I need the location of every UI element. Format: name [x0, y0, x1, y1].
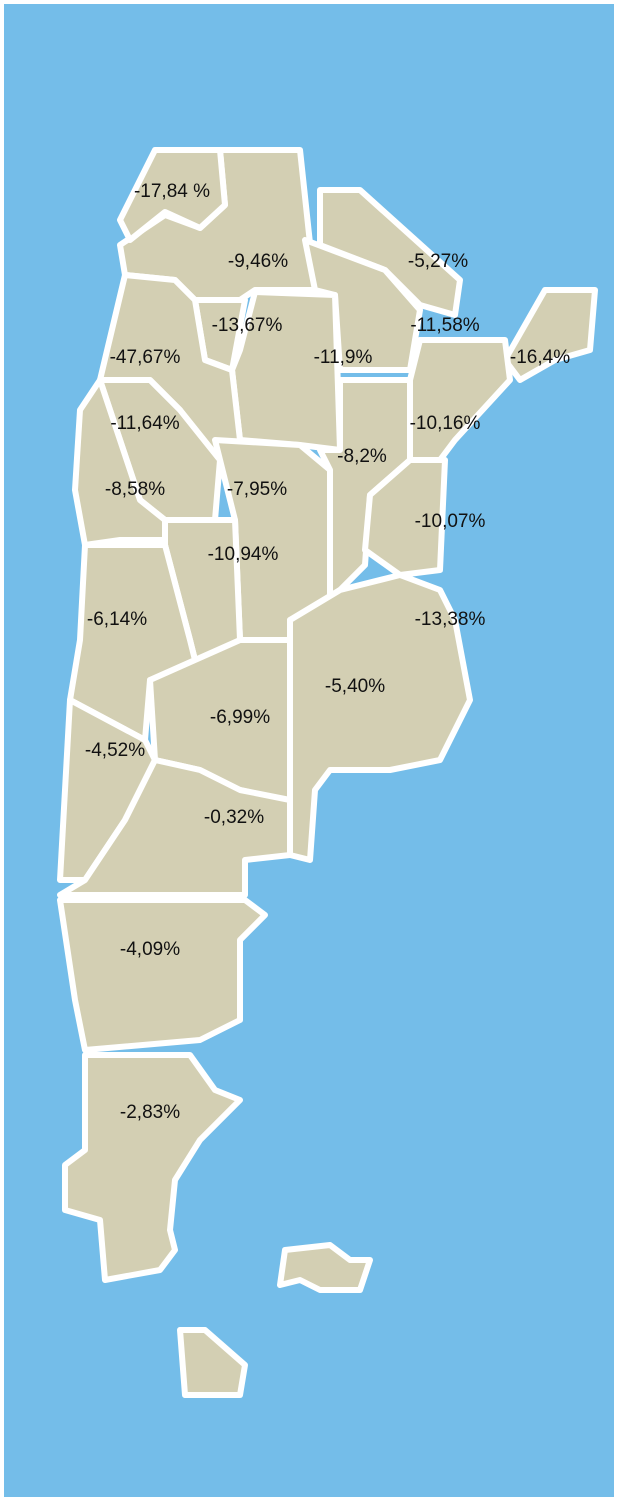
- region-label: -2,83%: [120, 1102, 180, 1123]
- region-label: -5,40%: [325, 676, 385, 697]
- region-label: -10,94%: [208, 544, 279, 565]
- region-label: -8,58%: [105, 479, 165, 500]
- region-label: -47,67%: [110, 347, 181, 368]
- islands: [277, 1242, 373, 1293]
- region-label: -6,99%: [210, 707, 270, 728]
- province: [302, 237, 423, 373]
- region-label: -4,52%: [85, 740, 145, 761]
- province: [117, 147, 228, 243]
- region-label: -11,58%: [410, 315, 479, 336]
- region-label: -11,9%: [314, 347, 373, 368]
- region-label: -10,07%: [415, 511, 486, 532]
- region-label: -9,46%: [228, 251, 288, 272]
- province: [57, 897, 268, 1053]
- region-label: -4,09%: [120, 939, 180, 960]
- province: [57, 757, 293, 898]
- region-label: -17,84 %: [134, 181, 210, 202]
- region-label: -13,67%: [212, 315, 283, 336]
- provinces: [57, 147, 598, 1398]
- labels: -17,84 % -9,46% -5,27% -13,67% -11,58% -…: [85, 181, 570, 1123]
- region-label: -11,64%: [110, 413, 179, 434]
- province: [287, 572, 473, 863]
- province: [62, 1052, 243, 1283]
- region-label: -10,16%: [410, 413, 481, 434]
- region-label: -6,14%: [87, 609, 147, 630]
- region-label: -7,95%: [227, 479, 287, 500]
- region-label: -16,4%: [510, 347, 570, 368]
- region-label: -5,27%: [408, 251, 468, 272]
- region-label: -13,38%: [415, 609, 486, 630]
- region-label: -8,2%: [337, 446, 387, 467]
- province: [177, 1327, 248, 1398]
- region-label: -0,32%: [204, 807, 264, 828]
